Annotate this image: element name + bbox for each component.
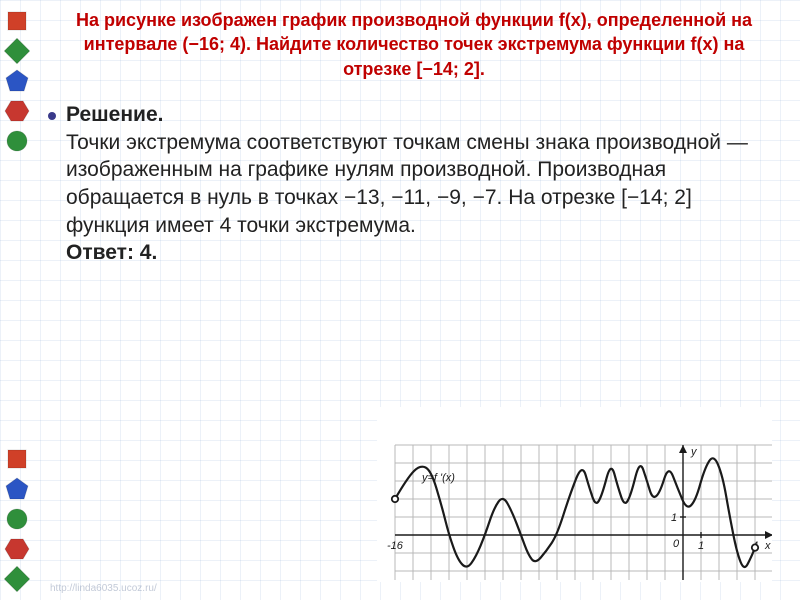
svg-text:x: x [764,540,771,552]
slide-content: На рисунке изображен график производной … [48,8,780,267]
bullet-icon [48,112,56,120]
svg-text:y=f '(x): y=f '(x) [421,472,455,484]
derivative-chart: 0-16141yxy=f '(x) [377,407,772,582]
sidebar-bottom-group [4,446,32,592]
sidebar-shapes [0,0,36,600]
sidebar-top-group [4,8,32,154]
svg-text:1: 1 [671,512,677,524]
solution-heading: Решение. [66,103,163,126]
solution-block: Решение. Точки экстремума соответствуют … [48,101,780,267]
solution-body: Точки экстремума соответствуют точкам см… [66,131,748,237]
slide-title: На рисунке изображен график производной … [48,8,780,81]
footer-link: http://linda6035.ucoz.ru/ [50,583,157,594]
svg-text:1: 1 [698,540,704,552]
solution-text: Решение. Точки экстремума соответствуют … [66,101,780,267]
svg-text:0: 0 [673,538,680,550]
svg-text:y: y [690,446,698,458]
svg-text:-16: -16 [387,540,404,552]
solution-answer: Ответ: 4. [66,241,157,264]
